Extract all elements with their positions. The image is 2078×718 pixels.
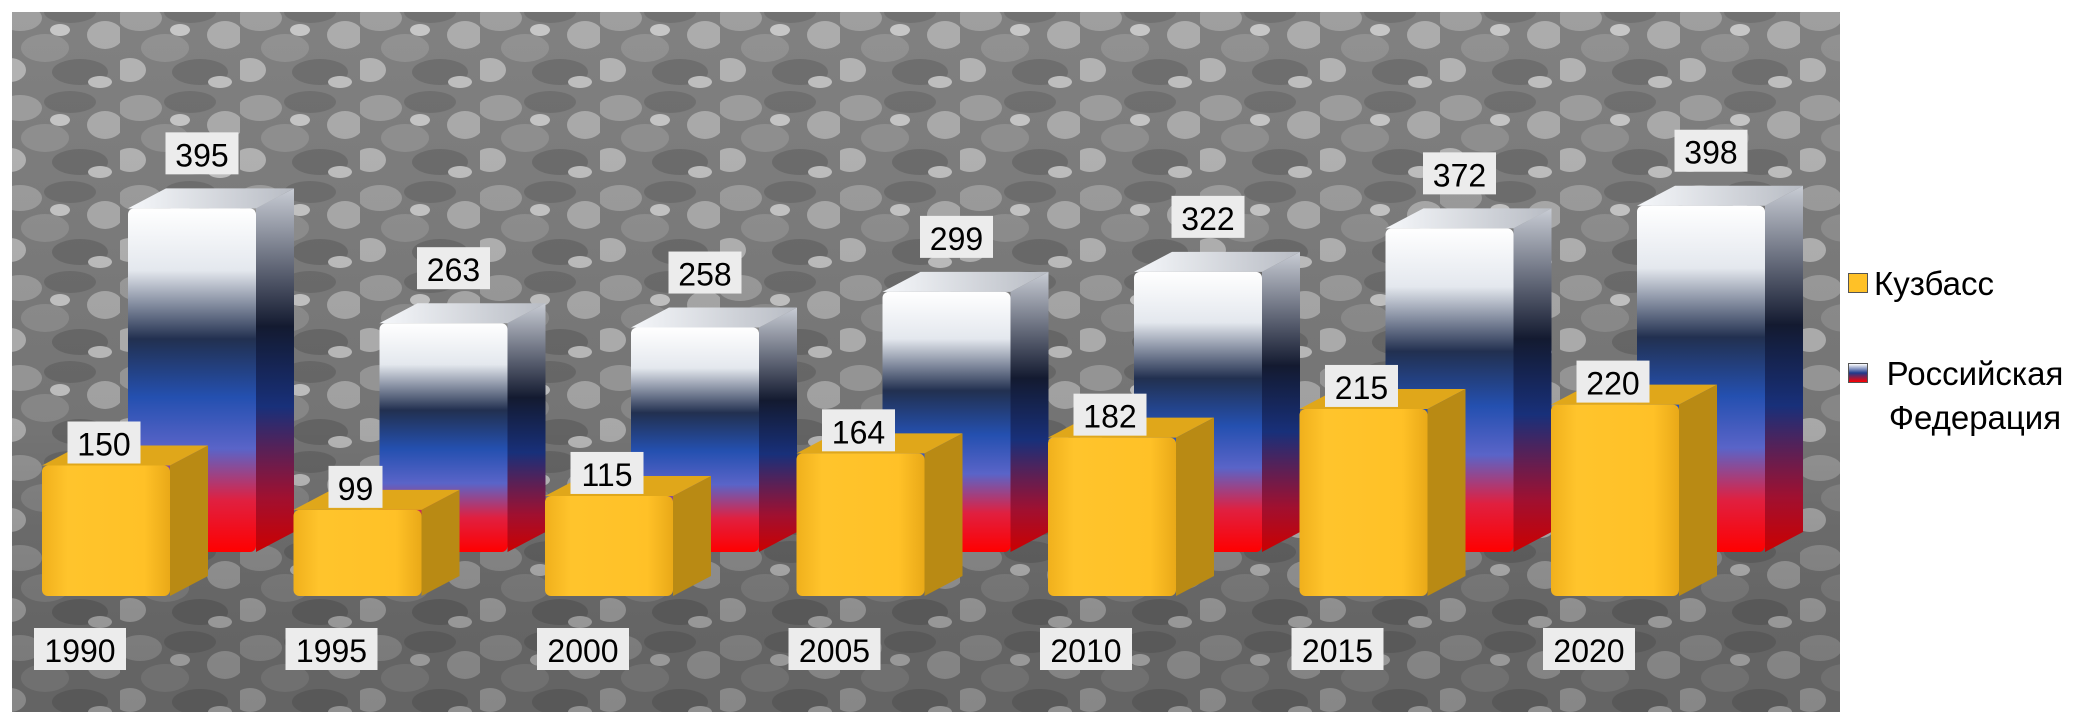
- svg-text:2005: 2005: [799, 633, 870, 669]
- svg-text:398: 398: [1684, 135, 1737, 171]
- svg-text:1995: 1995: [296, 633, 367, 669]
- value-labels-layer: 395 263 258 299 322 372 398 150 99 115 164 182 215 22…: [67, 129, 1748, 508]
- data-label-kuzbass-2020: 220: [1576, 360, 1650, 403]
- data-label-rf-2000: 258: [668, 251, 742, 294]
- svg-text:215: 215: [1335, 370, 1388, 406]
- kuzbass-swatch-icon: [1848, 273, 1868, 293]
- data-label-rf-2010: 322: [1171, 195, 1245, 238]
- bars-layer: [42, 185, 1803, 596]
- legend-item-rf: Российская Федерация: [1846, 352, 2076, 440]
- bar-kuzbass-2005: [796, 433, 963, 596]
- svg-text:2020: 2020: [1553, 633, 1624, 669]
- svg-text:2015: 2015: [1302, 633, 1373, 669]
- data-label-rf-1995: 263: [417, 247, 490, 290]
- bar-kuzbass-2020: [1551, 384, 1717, 596]
- data-label-rf-1990: 395: [165, 132, 239, 175]
- svg-text:2010: 2010: [1050, 633, 1121, 669]
- data-label-kuzbass-2015: 215: [1325, 364, 1398, 407]
- svg-text:99: 99: [338, 471, 374, 507]
- bar-kuzbass-1990: [42, 445, 208, 596]
- data-label-rf-2005: 299: [920, 215, 993, 258]
- rf-swatch-icon: [1848, 363, 1868, 383]
- svg-text:150: 150: [77, 427, 130, 463]
- x-tick-2020: 2020: [1543, 628, 1635, 670]
- svg-text:395: 395: [175, 137, 228, 173]
- bar-kuzbass-2000: [545, 475, 711, 596]
- data-label-kuzbass-1995: 99: [328, 465, 383, 508]
- data-label-rf-2015: 372: [1423, 152, 1496, 195]
- x-tick-1995: 1995: [285, 628, 378, 670]
- svg-text:322: 322: [1181, 201, 1234, 237]
- data-label-kuzbass-2000: 115: [570, 451, 644, 494]
- legend: Кузбасс Российская Федерация: [1846, 262, 2076, 440]
- svg-text:182: 182: [1083, 399, 1136, 435]
- data-label-rf-2020: 398: [1674, 129, 1748, 172]
- x-tick-2015: 2015: [1291, 628, 1384, 670]
- bar-kuzbass-2010: [1048, 417, 1214, 596]
- svg-text:164: 164: [832, 414, 885, 450]
- svg-text:299: 299: [930, 221, 983, 257]
- svg-text:263: 263: [427, 252, 480, 288]
- category-labels-layer: 1990 1995 2000 2005 2010 2015 2020: [34, 628, 1635, 670]
- svg-text:115: 115: [581, 457, 632, 493]
- x-tick-2010: 2010: [1040, 628, 1132, 670]
- legend-label-rf: Российская Федерация: [1886, 355, 2064, 436]
- legend-item-kuzbass: Кузбасс: [1846, 262, 2076, 306]
- svg-text:220: 220: [1586, 366, 1639, 402]
- data-label-kuzbass-2010: 182: [1073, 393, 1147, 436]
- x-tick-2005: 2005: [788, 628, 881, 670]
- bar-rf-2020: [1637, 185, 1803, 553]
- bar-kuzbass-2015: [1299, 388, 1466, 596]
- svg-text:372: 372: [1433, 157, 1486, 193]
- data-label-kuzbass-2005: 164: [822, 409, 895, 452]
- legend-label-kuzbass: Кузбасс: [1874, 265, 1994, 302]
- svg-text:1990: 1990: [44, 633, 115, 669]
- svg-text:2000: 2000: [547, 633, 618, 669]
- x-tick-2000: 2000: [537, 628, 629, 670]
- svg-text:258: 258: [678, 257, 731, 293]
- x-tick-1990: 1990: [34, 628, 126, 670]
- data-label-kuzbass-1990: 150: [67, 421, 141, 464]
